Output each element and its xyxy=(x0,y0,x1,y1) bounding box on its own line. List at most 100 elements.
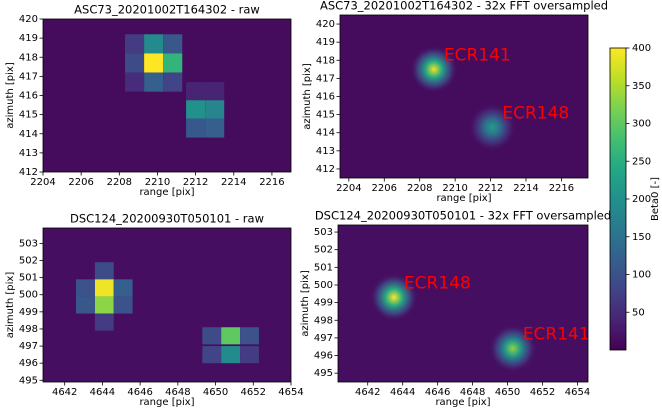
x-axis-label: range [pix] xyxy=(139,187,194,198)
colorbar-tick-label: 300 xyxy=(632,119,651,130)
y-tick-label: 500 xyxy=(314,280,333,291)
x-tick-label: 2210 xyxy=(442,183,467,194)
y-tick-label: 417 xyxy=(316,73,335,84)
pixel-cell xyxy=(144,72,164,92)
x-tick-label: 2208 xyxy=(407,183,432,194)
chart-title: DSC124_20200930T050101 - raw xyxy=(70,212,264,226)
x-tick-label: 4654 xyxy=(278,387,303,398)
y-tick-label: 502 xyxy=(19,256,38,267)
pixel-cell xyxy=(125,34,145,54)
y-tick-label: 418 xyxy=(19,52,38,63)
pixel-cell xyxy=(113,296,133,314)
x-tick-label: 2216 xyxy=(549,183,574,194)
x-tick-label: 4652 xyxy=(530,387,555,398)
axes-frame xyxy=(337,224,589,383)
x-tick-label: 4650 xyxy=(203,387,228,398)
y-tick-label: 496 xyxy=(19,358,38,369)
x-tick-label: 4642 xyxy=(52,387,77,398)
x-tick-label: 2208 xyxy=(107,177,132,188)
y-tick-label: 413 xyxy=(316,146,335,157)
x-tick-label: 4646 xyxy=(127,387,152,398)
x-tick-label: 4650 xyxy=(495,387,520,398)
y-tick-label: 416 xyxy=(19,91,38,102)
y-tick-label: 414 xyxy=(19,129,38,140)
pixel-cell xyxy=(163,72,183,92)
y-tick-label: 498 xyxy=(19,324,38,335)
pixel-cell xyxy=(186,100,206,120)
x-tick-label: 2206 xyxy=(372,183,397,194)
y-tick-label: 497 xyxy=(314,333,333,344)
plot-area xyxy=(340,15,588,178)
chart-title: ASC73_20201002T164302 - raw xyxy=(74,3,260,17)
x-axis-label: range [pix] xyxy=(436,193,491,204)
pixel-cell xyxy=(186,82,206,102)
annotation: ECR141 xyxy=(444,45,511,65)
y-tick-label: 499 xyxy=(314,298,333,309)
axes-frame xyxy=(42,227,292,383)
x-tick-label: 2214 xyxy=(221,177,246,188)
pixel-cell xyxy=(186,118,206,138)
peak xyxy=(409,45,458,94)
x-axis-label: range [pix] xyxy=(139,397,194,408)
colorbar-tick-label: 50 xyxy=(632,307,645,318)
peak xyxy=(488,324,537,373)
y-tick-label: 418 xyxy=(316,55,335,66)
x-tick-label: 2204 xyxy=(30,177,55,188)
x-axis-label: range [pix] xyxy=(435,397,490,408)
plot-area xyxy=(338,225,588,382)
x-tick-label: 4644 xyxy=(390,387,415,398)
pixel-cell xyxy=(125,72,145,92)
image-background xyxy=(340,15,588,178)
pixel-cell xyxy=(240,327,259,345)
y-tick-label: 502 xyxy=(314,245,333,256)
x-tick-label: 4648 xyxy=(460,387,485,398)
annotation: ECR148 xyxy=(404,273,471,293)
colorbar-tick-label: 400 xyxy=(632,43,651,54)
annotation: ECR148 xyxy=(502,103,569,123)
peak xyxy=(468,103,517,152)
y-tick-label: 496 xyxy=(314,351,333,362)
pixel-cell xyxy=(221,346,241,364)
pixel-cell xyxy=(94,262,114,280)
x-tick-label: 4644 xyxy=(90,387,115,398)
chart-title: ASC73_20201002T164302 - 32x FFT oversamp… xyxy=(320,0,608,13)
pixel-cell xyxy=(205,82,225,102)
x-tick-label: 4652 xyxy=(241,387,266,398)
x-tick-label: 2212 xyxy=(183,177,208,188)
pixel-cell xyxy=(94,279,114,297)
pixel-cell xyxy=(125,53,145,73)
x-tick-label: 2216 xyxy=(259,177,284,188)
annotation: ECR141 xyxy=(523,324,590,344)
x-tick-label: 4646 xyxy=(425,387,450,398)
pixel-cell xyxy=(240,346,259,364)
colorbar-tick-label: 100 xyxy=(632,270,651,281)
colorbar-tick-label: 350 xyxy=(632,81,651,92)
pixel-cell xyxy=(163,34,183,54)
colorbar-label: Beta0 [-] xyxy=(650,177,661,221)
plot-area xyxy=(43,228,291,382)
colorbar xyxy=(609,47,627,351)
y-tick-label: 420 xyxy=(316,19,335,30)
y-tick-label: 415 xyxy=(316,110,335,121)
chart-title: DSC124_20200930T050101 - 32x FFT oversam… xyxy=(315,209,611,223)
x-tick-label: 2206 xyxy=(68,177,93,188)
y-tick-label: 500 xyxy=(19,290,38,301)
y-tick-label: 503 xyxy=(19,238,38,249)
x-tick-label: 4642 xyxy=(355,387,380,398)
x-tick-label: 2212 xyxy=(478,183,503,194)
y-tick-label: 501 xyxy=(314,262,333,273)
y-tick-label: 498 xyxy=(314,315,333,326)
pixel-cell xyxy=(163,53,183,73)
x-tick-label: 4654 xyxy=(565,387,590,398)
y-tick-label: 416 xyxy=(316,92,335,103)
pixel-cell xyxy=(76,279,95,297)
y-tick-label: 501 xyxy=(19,273,38,284)
y-tick-label: 415 xyxy=(19,110,38,121)
pixel-cell xyxy=(94,296,114,314)
y-tick-label: 412 xyxy=(316,164,335,175)
peak xyxy=(369,273,418,322)
colorbar-tick-label: 150 xyxy=(632,232,651,243)
y-tick-label: 412 xyxy=(19,167,38,178)
pixel-cell xyxy=(202,346,222,364)
